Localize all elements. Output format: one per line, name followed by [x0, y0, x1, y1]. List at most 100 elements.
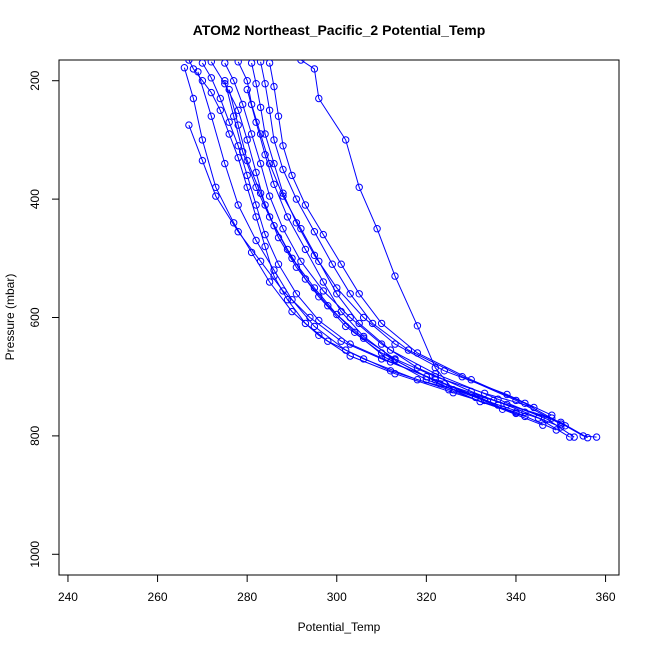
data-point	[368, 319, 377, 328]
profile-lines	[180, 60, 601, 442]
x-tick-label: 360	[596, 590, 616, 604]
data-point	[198, 136, 207, 144]
data-point	[355, 319, 363, 328]
data-point	[391, 356, 399, 364]
data-point	[292, 290, 301, 298]
data-point	[270, 82, 278, 91]
data-point	[288, 296, 296, 304]
data-point	[333, 284, 341, 292]
data-point	[292, 219, 301, 227]
data-point	[274, 260, 283, 268]
data-point	[243, 77, 251, 85]
data-point	[230, 219, 238, 227]
profile-line	[224, 80, 517, 414]
data-point	[342, 346, 350, 354]
data-point	[413, 349, 422, 357]
data-point	[337, 307, 345, 316]
data-point	[355, 290, 363, 298]
data-point	[270, 266, 278, 274]
data-point	[270, 180, 278, 189]
data-point	[265, 106, 274, 115]
y-tick-label: 1000	[28, 541, 42, 568]
data-point	[324, 337, 332, 345]
data-point	[265, 192, 274, 200]
data-point	[225, 118, 233, 126]
data-point	[359, 355, 368, 363]
profile-line	[237, 61, 575, 438]
data-point	[315, 94, 323, 103]
data-point	[552, 426, 560, 434]
profile-line	[224, 62, 561, 428]
data-point	[583, 434, 592, 442]
data-point	[207, 74, 216, 82]
data-point	[377, 355, 386, 363]
data-point	[377, 340, 386, 348]
x-tick-label: 340	[506, 590, 526, 604]
profile-line	[228, 89, 535, 408]
data-point	[198, 60, 207, 67]
data-point	[310, 322, 319, 331]
data-point	[592, 433, 601, 441]
data-point	[230, 112, 238, 120]
data-point	[230, 77, 238, 85]
data-point	[579, 432, 587, 440]
data-point	[315, 331, 323, 339]
data-point	[243, 85, 251, 94]
data-point	[557, 420, 565, 428]
data-point	[530, 403, 538, 412]
data-point	[221, 60, 229, 67]
profile-line	[183, 67, 557, 431]
data-point	[243, 171, 251, 180]
data-point	[377, 319, 386, 328]
data-point	[180, 64, 189, 72]
plot-frame	[58, 59, 620, 576]
data-point	[301, 201, 310, 209]
data-point	[333, 290, 341, 298]
data-point	[480, 389, 489, 397]
data-point	[306, 313, 314, 322]
data-point	[265, 60, 274, 67]
data-point	[359, 313, 368, 322]
data-point	[256, 60, 265, 66]
data-point	[270, 159, 278, 168]
x-tick-label: 240	[58, 590, 78, 604]
y-tick-label: 600	[28, 307, 42, 327]
data-point	[570, 433, 578, 441]
data-point	[328, 260, 336, 268]
data-point	[292, 195, 301, 203]
data-point	[194, 68, 202, 76]
x-tick-label: 260	[148, 590, 168, 604]
data-point	[270, 136, 278, 144]
data-point	[521, 399, 529, 407]
data-point	[279, 189, 287, 197]
data-point	[288, 307, 296, 316]
data-point	[297, 257, 305, 265]
profile-line	[251, 62, 553, 416]
x-axis: 240 260 280 300 320 340 360	[58, 574, 616, 604]
data-point	[440, 380, 448, 388]
x-axis-label: Potential_Temp	[298, 620, 381, 634]
data-point	[221, 80, 229, 88]
data-point	[355, 183, 363, 192]
data-point	[471, 393, 480, 402]
data-point	[198, 156, 207, 165]
data-point	[279, 287, 287, 295]
profile-line	[300, 60, 454, 391]
x-tick-label: 280	[237, 590, 257, 604]
data-point	[185, 121, 193, 129]
x-tick-label: 320	[416, 590, 436, 604]
data-point	[261, 151, 269, 159]
data-point	[252, 201, 260, 209]
data-point	[382, 354, 390, 362]
data-point	[301, 245, 310, 254]
profile-line	[260, 61, 562, 425]
data-point	[337, 260, 345, 268]
data-point	[431, 373, 439, 381]
data-point	[310, 284, 319, 292]
y-tick-label: 200	[28, 70, 42, 90]
data-point	[512, 409, 520, 418]
data-point	[449, 386, 457, 394]
data-point	[373, 225, 381, 233]
data-point	[239, 148, 247, 156]
